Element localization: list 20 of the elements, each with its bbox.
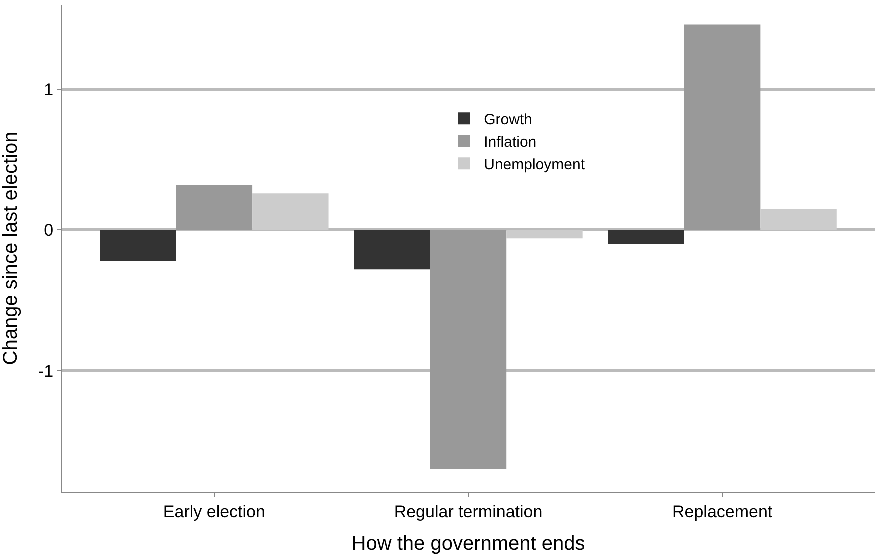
x-axis-title: How the government ends: [352, 532, 586, 555]
x-tick-label: Replacement: [672, 502, 773, 522]
legend-label: Unemployment: [484, 156, 586, 174]
y-tick-label: -1: [38, 362, 54, 381]
bar: [354, 230, 430, 270]
bar: [430, 230, 507, 470]
bar: [252, 194, 329, 230]
bar: [608, 230, 684, 244]
legend-label: Growth: [484, 112, 532, 128]
y-axis-title: Change since last election: [0, 132, 22, 366]
x-tick-label: Regular termination: [394, 502, 543, 522]
x-tick-label: Early election: [163, 502, 266, 522]
legend-label: Inflation: [484, 134, 537, 151]
bar: [100, 230, 176, 262]
bar: [684, 24, 761, 230]
y-tick-label: 1: [44, 80, 54, 100]
bar: [760, 209, 837, 230]
y-tick-label: 0: [44, 221, 54, 240]
bar: [176, 185, 253, 230]
bar: [506, 230, 583, 239]
